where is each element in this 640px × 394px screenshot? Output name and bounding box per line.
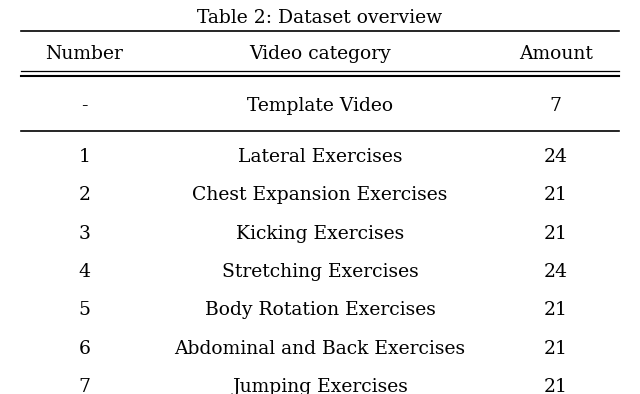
Text: Abdominal and Back Exercises: Abdominal and Back Exercises — [175, 340, 465, 358]
Text: 6: 6 — [78, 340, 90, 358]
Text: 3: 3 — [78, 225, 90, 242]
Text: 21: 21 — [544, 225, 568, 242]
Text: 7: 7 — [550, 97, 562, 115]
Text: Table 2: Dataset overview: Table 2: Dataset overview — [197, 9, 443, 27]
Text: Template Video: Template Video — [247, 97, 393, 115]
Text: 24: 24 — [544, 148, 568, 166]
Text: Lateral Exercises: Lateral Exercises — [237, 148, 403, 166]
Text: 2: 2 — [78, 186, 90, 204]
Text: Jumping Exercises: Jumping Exercises — [232, 378, 408, 394]
Text: 7: 7 — [78, 378, 90, 394]
Text: 21: 21 — [544, 340, 568, 358]
Text: 21: 21 — [544, 378, 568, 394]
Text: Chest Expansion Exercises: Chest Expansion Exercises — [192, 186, 448, 204]
Text: Video category: Video category — [249, 45, 391, 63]
Text: 21: 21 — [544, 301, 568, 319]
Text: 5: 5 — [78, 301, 90, 319]
Text: 21: 21 — [544, 186, 568, 204]
Text: Kicking Exercises: Kicking Exercises — [236, 225, 404, 242]
Text: -: - — [81, 97, 88, 115]
Text: Body Rotation Exercises: Body Rotation Exercises — [205, 301, 435, 319]
Text: 24: 24 — [544, 263, 568, 281]
Text: 4: 4 — [78, 263, 90, 281]
Text: Amount: Amount — [519, 45, 593, 63]
Text: Stretching Exercises: Stretching Exercises — [221, 263, 419, 281]
Text: Number: Number — [45, 45, 123, 63]
Text: 1: 1 — [78, 148, 90, 166]
